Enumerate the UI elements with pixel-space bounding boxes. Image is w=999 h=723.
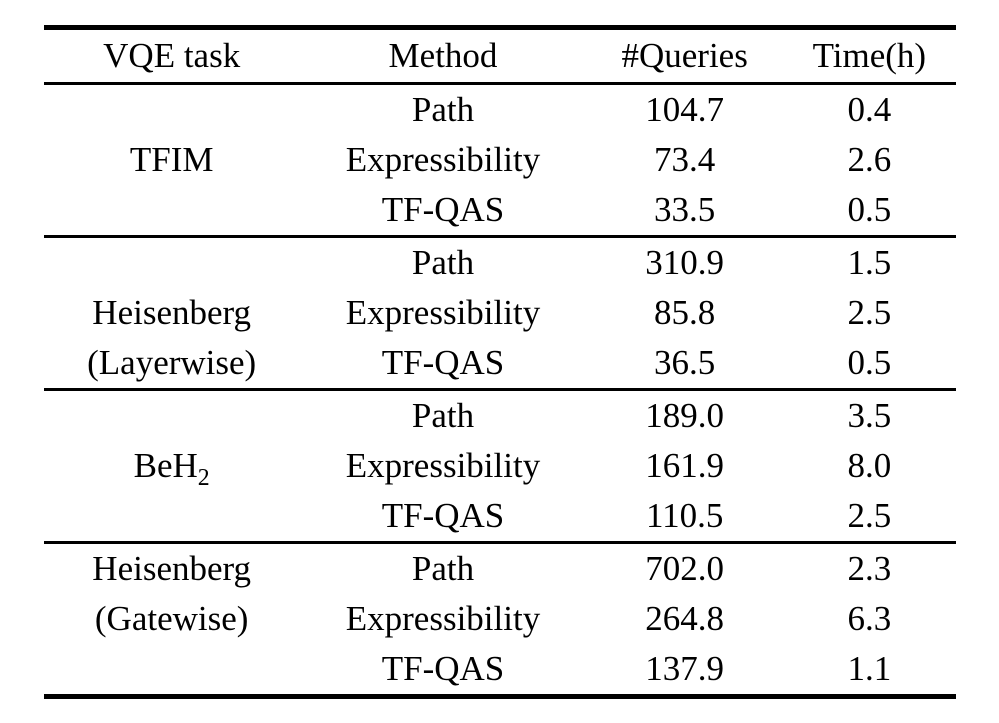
task-group-beh2: Path 189.0 3.5 BeH2 Expressibility 161.9…: [44, 390, 956, 544]
cell-time: 1.1: [847, 649, 892, 688]
cell-method: Path: [411, 396, 475, 435]
table-row: Path 189.0 3.5: [44, 390, 956, 442]
cell-time: 3.5: [847, 396, 892, 435]
cell-task: (Layerwise): [44, 338, 300, 391]
cell-task: [44, 237, 299, 289]
col-header-queries: #Queries: [586, 27, 783, 85]
header-row: VQE task Method #Queries Time(h): [44, 27, 956, 85]
col-header-vqe-task: VQE task: [44, 27, 300, 85]
vqe-results-table: VQE task Method #Queries Time(h) Path 10…: [44, 25, 956, 699]
cell-task: [44, 185, 300, 238]
task-group-tfim: Path 104.7 0.4 TFIM Expressibility 73.4 …: [44, 84, 956, 238]
cell-method: Path: [411, 243, 475, 282]
col-header-time: Time(h): [782, 27, 956, 85]
cell-task: [44, 84, 299, 136]
cell-task: [44, 491, 300, 544]
task-formula-subscript: 2: [197, 465, 210, 491]
cell-method: Expressibility: [345, 293, 541, 332]
paper-page: VQE task Method #Queries Time(h) Path 10…: [44, 25, 956, 699]
cell-time: 2.6: [847, 140, 892, 179]
cell-queries: 85.8: [654, 293, 716, 332]
table-row: Path 310.9 1.5: [44, 237, 956, 289]
cell-method: TF-QAS: [299, 338, 587, 391]
task-group-heisenberg-layerwise: Path 310.9 1.5 Heisenberg Expressibility…: [44, 237, 956, 391]
cell-queries: 702.0: [645, 549, 725, 588]
cell-time: 0.5: [782, 338, 956, 391]
cell-task: Heisenberg: [92, 293, 252, 332]
cell-method: TF-QAS: [299, 491, 587, 544]
cell-task: [44, 390, 299, 442]
table-row: (Layerwise) TF-QAS 36.5 0.5: [44, 338, 956, 391]
task-group-heisenberg-gatewise: Heisenberg Path 702.0 2.3 (Gatewise) Exp…: [44, 543, 956, 697]
cell-time: 2.5: [782, 491, 956, 544]
table-row: TF-QAS 33.5 0.5: [44, 185, 956, 238]
cell-queries: 104.7: [645, 90, 725, 129]
cell-queries: 310.9: [645, 243, 725, 282]
table-row: Heisenberg Path 702.0 2.3: [44, 543, 956, 595]
cell-task: BeH2: [44, 441, 299, 491]
cell-queries: 33.5: [586, 185, 783, 238]
table-header: VQE task Method #Queries Time(h): [44, 27, 956, 85]
cell-time: 2.5: [847, 293, 892, 332]
cell-task: [44, 644, 299, 697]
table-row: BeH2 Expressibility 161.9 8.0: [44, 441, 956, 491]
cell-method: Path: [411, 549, 475, 588]
cell-queries: 161.9: [645, 446, 725, 485]
table-row: Path 104.7 0.4: [44, 84, 956, 136]
cell-time: 6.3: [847, 599, 892, 638]
cell-queries: 110.5: [586, 491, 783, 544]
col-header-method: Method: [299, 27, 587, 85]
cell-queries: 264.8: [645, 599, 725, 638]
task-formula-main: BeH: [133, 446, 198, 485]
cell-method: Path: [411, 90, 475, 129]
cell-method: Expressibility: [345, 140, 541, 179]
cell-queries: 189.0: [645, 396, 725, 435]
cell-queries: 73.4: [654, 140, 716, 179]
cell-time: 0.4: [847, 90, 892, 129]
cell-task: Heisenberg: [92, 549, 252, 588]
cell-queries: 36.5: [586, 338, 783, 391]
table-row: TF-QAS 110.5 2.5: [44, 491, 956, 544]
cell-method: Expressibility: [345, 446, 541, 485]
cell-time: 0.5: [782, 185, 956, 238]
table-row: Heisenberg Expressibility 85.8 2.5: [44, 288, 956, 338]
cell-time: 1.5: [847, 243, 892, 282]
cell-method: TF-QAS: [299, 185, 587, 238]
cell-queries: 137.9: [645, 649, 725, 688]
table-row: (Gatewise) Expressibility 264.8 6.3: [44, 594, 956, 644]
cell-task: TFIM: [129, 140, 214, 179]
cell-time: 2.3: [847, 549, 892, 588]
cell-method: TF-QAS: [381, 649, 505, 688]
cell-method: Expressibility: [345, 599, 541, 638]
cell-time: 8.0: [847, 446, 892, 485]
table-row: TF-QAS 137.9 1.1: [44, 644, 956, 697]
cell-task: (Gatewise): [94, 599, 249, 638]
table-row: TFIM Expressibility 73.4 2.6: [44, 135, 956, 185]
